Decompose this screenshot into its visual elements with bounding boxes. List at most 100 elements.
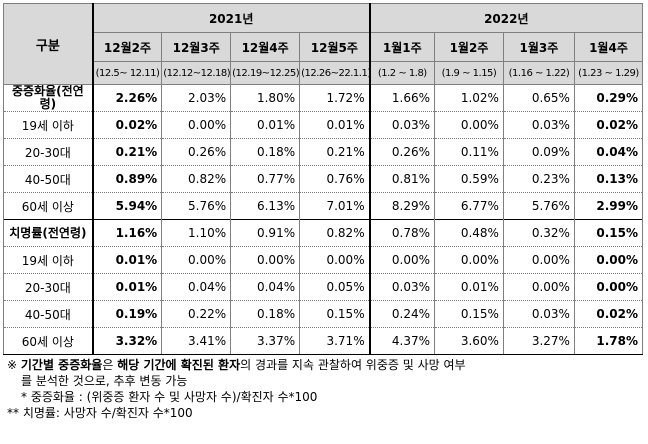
footnote-main-cont: 를 분석한 것으로, 추후 변동 가능 — [21, 374, 188, 388]
value-cell: 5.94% — [91, 192, 163, 220]
value-cell: 0.11% — [434, 138, 504, 166]
value-cell: 0.19% — [91, 300, 163, 328]
value-cell: 0.76% — [299, 165, 371, 193]
value-cell: 0.32% — [502, 219, 575, 247]
week-header: 12월3주 — [161, 32, 232, 62]
value-cell: 0.82% — [161, 165, 232, 193]
value-cell: 0.00% — [368, 246, 435, 274]
value-cell: 0.65% — [502, 84, 575, 112]
value-cell: 0.26% — [161, 138, 232, 166]
table-row: 40-50대 0.89% 0.82% 0.77% 0.76% 0.81% 0.59% 0.23… — [2, 165, 644, 193]
value-cell: 0.04% — [161, 273, 232, 301]
value-cell: 0.03% — [502, 111, 575, 139]
value-cell: 0.78% — [368, 219, 435, 247]
row-label: 치명률(전연령) — [2, 219, 94, 247]
footnote-main: ※ 기간별 중증화율은 해당 기간에 확진된 환자의 경과를 지속 관찰하여 위… — [7, 358, 466, 372]
value-cell: 0.18% — [230, 300, 301, 328]
value-cell: 0.15% — [573, 219, 644, 247]
value-cell: 0.89% — [91, 165, 163, 193]
week-header: 12월5주 — [299, 32, 371, 62]
value-cell: 3.41% — [161, 327, 232, 355]
value-cell: 3.27% — [502, 327, 575, 355]
week-header: 1월2주 — [434, 32, 504, 62]
value-cell: 0.26% — [368, 138, 435, 166]
value-cell: 0.00% — [502, 246, 575, 274]
value-cell: 0.29% — [573, 84, 644, 112]
value-cell: 3.37% — [230, 327, 301, 355]
date-range-header: (12.12~12.18) — [161, 61, 232, 85]
date-range-header: (1.9 ~ 1.15) — [434, 61, 504, 85]
footnote-term: 기간별 중증화율 — [20, 358, 103, 372]
year-2021-header: 2021년 — [91, 3, 371, 33]
value-cell: 0.01% — [91, 246, 163, 274]
value-cell: 4.37% — [368, 327, 435, 355]
table-row: 19세 이하 0.01% 0.00% 0.00% 0.00% 0.00% 0.00% 0.00… — [2, 246, 644, 274]
value-cell: 0.18% — [230, 138, 301, 166]
stats-table-container: 구분 2021년 2022년 12월2주 12월3주 12월4주 12월5주 1월1주 1… — [2, 3, 644, 421]
value-cell: 0.15% — [434, 300, 504, 328]
gubun-header: 구분 — [2, 3, 94, 85]
group-row: 치명률(전연령) 1.16% 1.10% 0.91% 0.82% 0.78% 0.48% 0.… — [2, 219, 644, 247]
value-cell: 5.76% — [502, 192, 575, 220]
group-row: 중증화율(전연령) 2.26% 2.03% 1.80% 1.72% 1.66% 1.02% 0… — [2, 84, 644, 112]
value-cell: 7.01% — [299, 192, 371, 220]
table-row: 19세 이하 0.02% 0.00% 0.01% 0.01% 0.03% 0.00% 0.03… — [2, 111, 644, 139]
date-range-header: (1.23 ~ 1.29) — [573, 61, 644, 85]
value-cell: 0.04% — [573, 138, 644, 166]
value-cell: 0.21% — [299, 138, 371, 166]
value-cell: 0.77% — [230, 165, 301, 193]
footnotes: ※ 기간별 중증화율은 해당 기간에 확진된 환자의 경과를 지속 관찰하여 위… — [3, 355, 643, 421]
value-cell: 0.24% — [368, 300, 435, 328]
value-cell: 0.81% — [368, 165, 435, 193]
value-cell: 1.02% — [434, 84, 504, 112]
value-cell: 0.82% — [299, 219, 371, 247]
value-cell: 0.13% — [573, 165, 644, 193]
value-cell: 0.91% — [230, 219, 301, 247]
date-range-header: (1.16 ~ 1.22) — [502, 61, 575, 85]
value-cell: 1.16% — [91, 219, 163, 247]
value-cell: 1.10% — [161, 219, 232, 247]
value-cell: 0.00% — [434, 111, 504, 139]
value-cell: 6.77% — [434, 192, 504, 220]
row-label: 60세 이상 — [2, 192, 94, 220]
value-cell: 0.02% — [573, 111, 644, 139]
value-cell: 2.26% — [91, 84, 163, 112]
value-cell: 8.29% — [368, 192, 435, 220]
value-cell: 0.21% — [91, 138, 163, 166]
table-row: 20-30대 0.21% 0.26% 0.18% 0.21% 0.26% 0.11% 0.09… — [2, 138, 644, 166]
value-cell: 0.05% — [299, 273, 371, 301]
row-label: 40-50대 — [2, 300, 94, 328]
week-header: 1월4주 — [573, 32, 644, 62]
row-label: 중증화율(전연령) — [2, 84, 94, 112]
value-cell: 2.99% — [573, 192, 644, 220]
value-cell: 0.59% — [434, 165, 504, 193]
date-range-header: (12.19~12.25) — [230, 61, 301, 85]
table-row: 20-30대 0.01% 0.04% 0.04% 0.05% 0.03% 0.01% 0.00… — [2, 273, 644, 301]
value-cell: 2.03% — [161, 84, 232, 112]
value-cell: 0.03% — [368, 111, 435, 139]
value-cell: 0.23% — [502, 165, 575, 193]
date-range-header: (12.26~22.1.1) — [299, 61, 371, 85]
value-cell: 6.13% — [230, 192, 301, 220]
value-cell: 0.03% — [368, 273, 435, 301]
value-cell: 5.76% — [161, 192, 232, 220]
week-header: 12월2주 — [91, 32, 163, 62]
row-label: 19세 이하 — [2, 246, 94, 274]
value-cell: 0.01% — [299, 111, 371, 139]
footnote-emphasis: 해당 기간에 확진된 환자 — [117, 358, 241, 372]
row-label: 60세 이상 — [2, 327, 94, 355]
week-header: 1월3주 — [502, 32, 575, 62]
date-range-header: (12.5~ 12.11) — [91, 61, 163, 85]
value-cell: 0.00% — [161, 111, 232, 139]
value-cell: 0.00% — [230, 246, 301, 274]
row-label: 20-30대 — [2, 273, 94, 301]
value-cell: 0.01% — [230, 111, 301, 139]
value-cell: 0.03% — [502, 300, 575, 328]
week-header: 1월1주 — [368, 32, 435, 62]
value-cell: 0.09% — [502, 138, 575, 166]
value-cell: 1.78% — [573, 327, 644, 355]
value-cell: 0.48% — [434, 219, 504, 247]
value-cell: 0.01% — [434, 273, 504, 301]
value-cell: 0.04% — [230, 273, 301, 301]
value-cell: 0.02% — [91, 111, 163, 139]
